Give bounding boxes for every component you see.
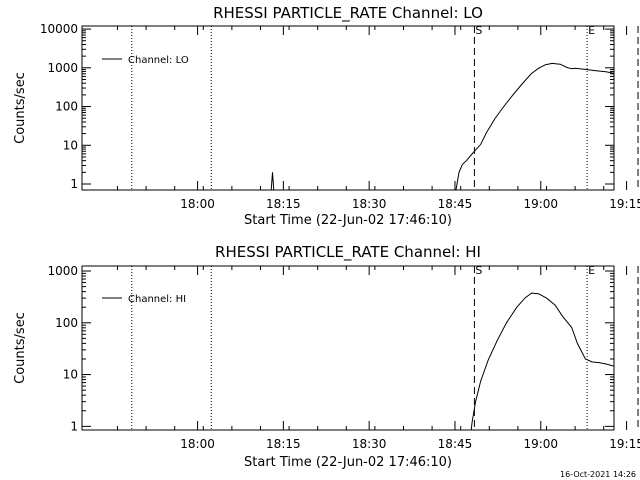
series-group	[470, 292, 614, 430]
y-tick-label: 10	[63, 368, 78, 382]
x-tick-label: 19:00	[523, 437, 558, 451]
x-tick-label: 19:15	[609, 197, 640, 211]
series-group	[270, 62, 614, 190]
y-tick-label: 100	[55, 100, 78, 114]
x-tick-label: 18:00	[180, 437, 215, 451]
timestamp-label: 16-Oct-2021 14:26	[560, 470, 636, 479]
x-tick-label: 18:45	[438, 197, 473, 211]
y-tick-label: 10000	[40, 22, 78, 36]
y-axis-label: Counts/sec	[13, 72, 28, 144]
x-tick-label: 18:00	[180, 197, 215, 211]
chart-title: RHESSI PARTICLE_RATE Channel: HI	[215, 243, 481, 262]
marker-label: S	[475, 24, 482, 37]
series-line	[470, 292, 614, 430]
x-axis-label: Start Time (22-Jun-02 17:46:10)	[244, 213, 452, 228]
y-tick-label: 1000	[47, 264, 78, 278]
panel-lo: RHESSI PARTICLE_RATE Channel: LO Start T…	[13, 4, 640, 228]
y-tick-label: 1000	[47, 61, 78, 75]
panel-hi: RHESSI PARTICLE_RATE Channel: HI Start T…	[13, 243, 640, 470]
y-ticks: 1 10 100 1000	[47, 264, 614, 433]
y-tick-label: 1	[70, 177, 78, 191]
marker-label: E	[588, 24, 595, 37]
x-tick-label: 19:15	[609, 437, 640, 451]
y-tick-label: 10	[63, 138, 78, 152]
x-tick-label: 18:45	[438, 437, 473, 451]
series-line	[270, 172, 275, 190]
y-tick-label: 100	[55, 316, 78, 330]
chart-title: RHESSI PARTICLE_RATE Channel: LO	[213, 4, 483, 23]
x-tick-label: 18:30	[352, 437, 387, 451]
marker-label: S	[475, 264, 482, 277]
plot-frame	[81, 25, 615, 191]
y-ticks: 1 10 100 1000 10000	[40, 22, 614, 191]
legend-label: Channel: LO	[128, 55, 189, 66]
plot-frame	[81, 265, 615, 431]
y-tick-label: 1	[70, 419, 78, 433]
legend-label: Channel: HI	[128, 294, 186, 305]
marker-label: E	[588, 264, 595, 277]
x-tick-label: 19:00	[523, 197, 558, 211]
x-tick-label: 18:15	[266, 437, 301, 451]
series-line	[455, 62, 614, 190]
x-tick-label: 18:30	[352, 197, 387, 211]
x-tick-label: 18:15	[266, 197, 301, 211]
x-ticks: 18:00 18:15 18:30 18:45 19:00 19:15	[116, 26, 640, 211]
y-axis-label: Counts/sec	[13, 312, 28, 384]
x-axis-label: Start Time (22-Jun-02 17:46:10)	[244, 455, 452, 470]
x-ticks: 18:00 18:15 18:30 18:45 19:00 19:15	[116, 266, 640, 451]
